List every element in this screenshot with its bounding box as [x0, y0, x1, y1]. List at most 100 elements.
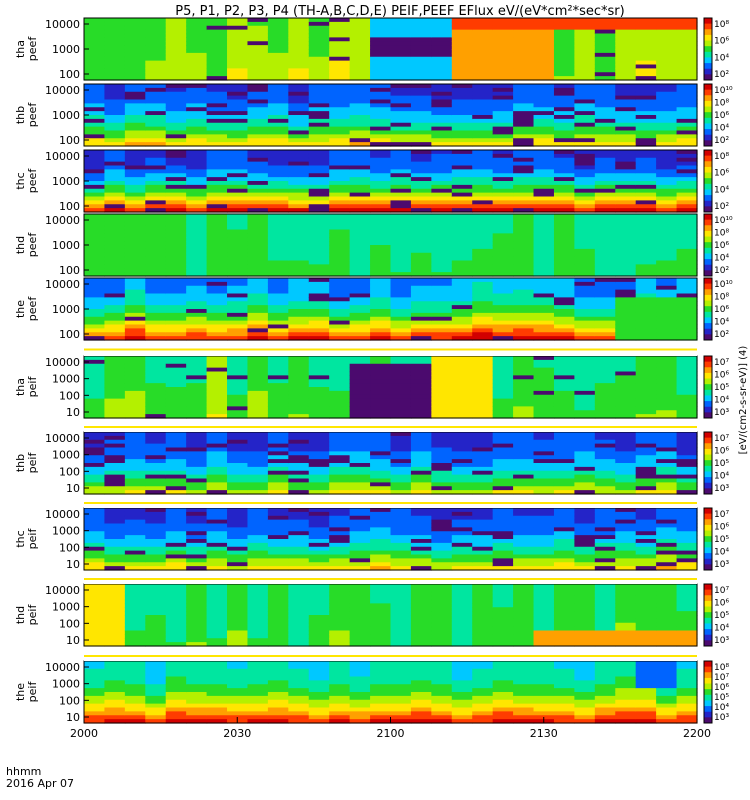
heat-cell — [533, 566, 555, 571]
heat-cell — [165, 72, 187, 77]
heat-cell — [656, 256, 678, 262]
heat-cell — [431, 466, 453, 472]
figure-title: P5, P1, P2, P3, P4 (TH-A,B,C,D,E) PEIF,P… — [175, 4, 624, 19]
heat-cell — [227, 252, 249, 258]
heat-cell — [145, 542, 167, 548]
heat-cell — [656, 305, 678, 310]
heat-cell — [349, 217, 371, 223]
heat-cell — [165, 618, 187, 624]
heat-cell — [288, 118, 310, 124]
heat-cell — [349, 214, 371, 219]
heat-cell — [267, 192, 289, 198]
heat-cell — [410, 37, 432, 42]
heat-cell — [145, 181, 167, 186]
heat-cell — [267, 531, 289, 536]
heat-cell — [472, 95, 494, 101]
heat-cell — [145, 699, 167, 705]
heat-cell — [574, 599, 596, 604]
heat-cell — [451, 281, 473, 287]
heat-cell — [247, 336, 269, 341]
heat-cell — [410, 245, 432, 250]
heat-cell — [451, 447, 473, 452]
heat-cell — [553, 328, 575, 333]
heat-cell — [656, 285, 678, 291]
heat-cell — [124, 607, 146, 612]
heat-cell — [267, 169, 289, 174]
heat-cell — [431, 371, 453, 376]
heat-cell — [267, 324, 289, 329]
heat-cell — [513, 332, 535, 337]
heat-cell — [104, 634, 126, 639]
heat-cell — [145, 703, 167, 709]
heat-cell — [124, 60, 146, 66]
heat-cell — [370, 33, 392, 38]
heat-cell — [615, 463, 637, 468]
heat-cell — [84, 95, 106, 101]
heat-cell — [124, 29, 146, 35]
y-tick-label: 100 — [59, 200, 80, 213]
heat-cell — [247, 256, 269, 262]
heat-cell — [329, 181, 351, 186]
heat-cell — [206, 122, 228, 128]
heat-cell — [635, 37, 657, 42]
heat-cell — [329, 367, 351, 373]
heat-cell — [267, 320, 289, 326]
heat-cell — [676, 558, 698, 563]
heat-cell — [267, 184, 289, 190]
heat-cell — [472, 173, 494, 178]
heat-cell — [615, 542, 637, 548]
heat-cell — [349, 64, 371, 69]
heat-cell — [635, 328, 657, 333]
heat-cell — [247, 531, 269, 536]
heat-cell — [165, 84, 187, 89]
heat-cell — [104, 252, 126, 258]
heat-cell — [594, 153, 616, 159]
heat-cell — [615, 138, 637, 143]
heat-cell — [431, 184, 453, 190]
heat-cell — [553, 142, 575, 147]
heat-cell — [308, 455, 330, 460]
heat-cell — [145, 107, 167, 112]
heat-cell — [267, 519, 289, 525]
heat-cell — [349, 443, 371, 449]
heat-cell — [370, 309, 392, 314]
heat-cell — [451, 371, 473, 376]
heat-cell — [308, 285, 330, 291]
heat-cell — [349, 367, 371, 373]
heat-cell — [104, 626, 126, 632]
heat-cell — [492, 118, 514, 124]
heat-cell — [186, 490, 208, 495]
heat-cell — [594, 229, 616, 234]
heat-cell — [227, 367, 249, 373]
heat-cell — [574, 523, 596, 528]
heat-cell — [533, 406, 555, 411]
heat-cell — [349, 584, 371, 589]
heat-cell — [472, 414, 494, 419]
heat-cell — [451, 478, 473, 483]
heat-cell — [676, 566, 698, 571]
heat-cell — [145, 466, 167, 472]
heat-cell — [329, 312, 351, 318]
heat-cell — [451, 225, 473, 231]
heat-cell — [492, 463, 514, 468]
heat-cell — [308, 278, 330, 283]
heat-cell — [165, 642, 187, 647]
heat-cell — [492, 447, 514, 452]
heat-cell — [451, 692, 473, 697]
heat-cell — [553, 115, 575, 120]
heat-cell — [186, 432, 208, 437]
heat-cell — [615, 622, 637, 628]
heat-cell — [492, 474, 514, 480]
heat-cell — [227, 177, 249, 182]
heat-cell — [329, 562, 351, 567]
heat-cell — [574, 233, 596, 238]
heat-cell — [349, 466, 371, 472]
heat-cell — [145, 260, 167, 265]
heat-cell — [329, 297, 351, 302]
heat-cell — [635, 455, 657, 460]
heat-cell — [145, 293, 167, 298]
heat-cell — [370, 84, 392, 89]
heat-cell — [410, 196, 432, 201]
heat-cell — [227, 443, 249, 449]
heat-cell — [676, 402, 698, 407]
